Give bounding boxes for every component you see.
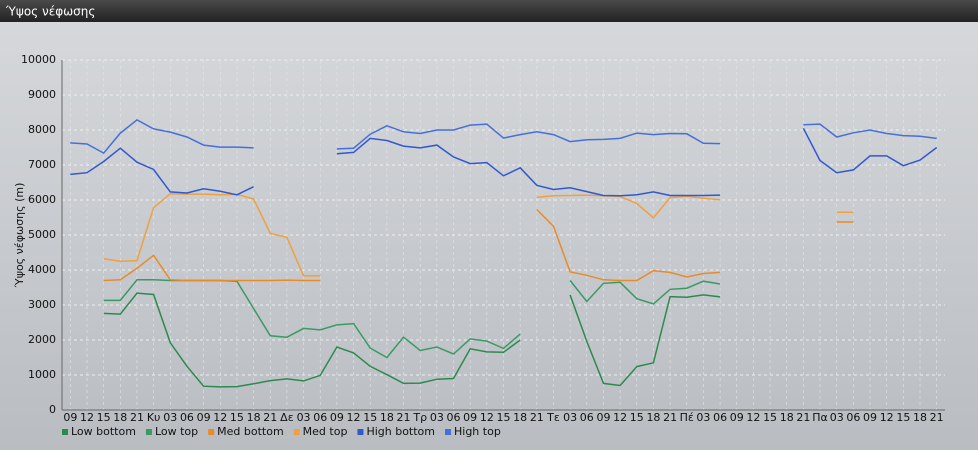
legend-swatch — [357, 429, 364, 435]
x-tick-label: 12 — [746, 411, 760, 424]
x-tick-label: 18 — [247, 411, 261, 424]
legend-label: High bottom — [366, 425, 435, 438]
x-tick-label: 09 — [863, 411, 877, 424]
x-tick-label: 12 — [613, 411, 627, 424]
x-tick-label: 18 — [780, 411, 794, 424]
x-tick-label: 12 — [80, 411, 94, 424]
x-tick-label: 09 — [463, 411, 477, 424]
legend-label: Med bottom — [217, 425, 284, 438]
legend-label: High top — [454, 425, 501, 438]
x-tick-label: 21 — [530, 411, 544, 424]
x-tick-label: 18 — [913, 411, 927, 424]
y-tick-label: 10000 — [21, 53, 56, 66]
x-tick-label: 12 — [480, 411, 494, 424]
x-tick-label: 12 — [880, 411, 894, 424]
legend-swatch — [208, 429, 215, 435]
series-line — [70, 127, 938, 197]
legend-swatch — [145, 429, 152, 435]
legend-swatch — [62, 429, 68, 435]
legend-swatch — [445, 429, 451, 435]
x-tick-label: 06 — [713, 411, 727, 424]
y-tick-label: 0 — [49, 403, 56, 416]
x-tick-label: 03 — [830, 411, 844, 424]
x-tick-label: 06 — [846, 411, 860, 424]
x-tick-label: 09 — [730, 411, 744, 424]
x-tick-label: 09 — [197, 411, 211, 424]
x-tick-label: 21 — [930, 411, 944, 424]
x-tick-label: 12 — [347, 411, 361, 424]
series-line — [70, 119, 937, 155]
legend-label: Low top — [155, 425, 198, 438]
x-tick-label: Τε — [546, 411, 560, 424]
x-tick-label: 03 — [297, 411, 311, 424]
x-tick-label: 18 — [646, 411, 660, 424]
series-line — [103, 292, 721, 388]
x-tick-label: Πα — [812, 411, 828, 424]
x-tick-label: 15 — [763, 411, 777, 424]
title-bar — [0, 0, 978, 22]
x-tick-label: 15 — [497, 411, 511, 424]
y-tick-label: 6000 — [28, 193, 56, 206]
x-tick-label: 21 — [663, 411, 677, 424]
y-tick-label: 7000 — [28, 158, 56, 171]
y-tick-label: 9000 — [28, 88, 56, 101]
x-tick-label: 21 — [263, 411, 277, 424]
x-tick-label: 15 — [363, 411, 377, 424]
x-tick-label: 06 — [447, 411, 461, 424]
x-tick-label: Δε — [280, 411, 294, 424]
x-tick-label: 03 — [563, 411, 577, 424]
x-tick-label: 18 — [380, 411, 394, 424]
legend-label: Med top — [303, 425, 348, 438]
x-tick-label: 03 — [696, 411, 710, 424]
x-tick-label: 03 — [430, 411, 444, 424]
x-tick-label: Πέ — [680, 411, 694, 424]
x-tick-label: 09 — [330, 411, 344, 424]
x-tick-label: 06 — [580, 411, 594, 424]
y-axis-label: Ύψος νέφωσης (m) — [13, 183, 26, 289]
y-tick-label: 8000 — [28, 123, 56, 136]
y-tick-label: 3000 — [28, 298, 56, 311]
x-tick-label: 18 — [513, 411, 527, 424]
series-line — [103, 208, 854, 282]
legend-label: Low bottom — [71, 425, 136, 438]
x-tick-label: 03 — [163, 411, 177, 424]
x-tick-label: 21 — [130, 411, 144, 424]
y-tick-label: 1000 — [28, 368, 56, 381]
x-tick-label: 06 — [313, 411, 327, 424]
x-tick-label: 18 — [113, 411, 127, 424]
y-tick-label: 4000 — [28, 263, 56, 276]
series-line — [103, 192, 854, 277]
y-tick-label: 2000 — [28, 333, 56, 346]
x-tick-label: 21 — [397, 411, 411, 424]
x-tick-label: Κυ — [147, 411, 161, 424]
x-tick-label: 09 — [596, 411, 610, 424]
x-tick-label: 09 — [63, 411, 77, 424]
x-tick-label: Τρ — [412, 411, 427, 424]
x-tick-label: 15 — [630, 411, 644, 424]
x-tick-label: 15 — [230, 411, 244, 424]
x-tick-label: 15 — [97, 411, 111, 424]
x-tick-label: 15 — [896, 411, 910, 424]
x-tick-label: 06 — [180, 411, 194, 424]
legend-swatch — [293, 429, 300, 435]
x-tick-label: 21 — [796, 411, 810, 424]
x-tick-label: 12 — [213, 411, 227, 424]
chart-title: Ύψος νέφωσης — [5, 5, 95, 19]
y-tick-label: 5000 — [28, 228, 56, 241]
